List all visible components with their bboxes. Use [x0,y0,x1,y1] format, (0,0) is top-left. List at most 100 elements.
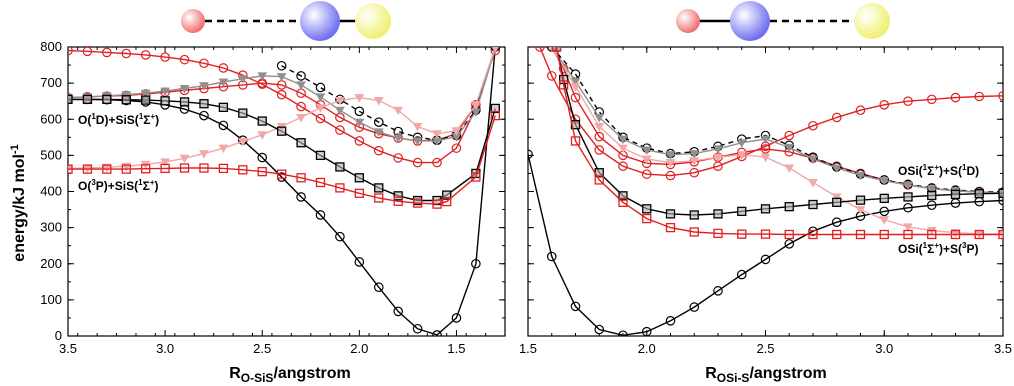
data-point-square [950,229,961,240]
data-point-triangle [808,178,818,188]
data-point-square [832,197,842,207]
data-point-circle [315,82,326,93]
data-point-square [68,94,73,105]
y-tick-label: 100 [40,292,62,307]
data-point-circle [276,89,287,100]
x-tick-label: 3.0 [875,341,893,356]
data-point-triangle [412,137,423,146]
data-point-square [665,209,676,219]
x-tick-label: 2.5 [756,341,774,356]
data-point-triangle [641,146,652,155]
data-point-square [760,229,771,239]
data-point-triangle [140,89,151,99]
data-point-circle [121,48,132,59]
data-point-circle [903,202,913,213]
data-point-square [102,164,112,174]
data-point-circle [335,231,345,242]
data-point-triangle [257,72,268,81]
data-point-circle [276,60,287,71]
data-point-circle [665,170,676,181]
annotation-osi-s3p: OSi(1Σ+)+S(3P) [898,241,978,256]
data-point-square [374,183,384,193]
data-point-circle [451,313,462,323]
data-point-square [808,229,818,240]
data-point-triangle [926,185,937,194]
data-point-circle [393,306,403,317]
x-axis-label-left: RO-SiS/angstrom [229,365,351,385]
data-point-square [102,94,112,105]
data-point-square [490,110,500,121]
data-point-circle [760,254,771,265]
data-point-circle [354,136,365,146]
data-point-circle [68,47,73,56]
data-point-square [832,229,842,240]
data-point-square [927,190,937,201]
y-tick-label: 600 [40,111,62,126]
data-point-circle [974,91,985,102]
annotation-o3p-sis: O(3P)+SiS(1Σ+) [78,178,158,193]
data-point-square [713,228,723,239]
data-point-square [642,204,652,214]
y-tick-label: 800 [40,39,62,54]
data-point-square [121,95,131,105]
y-tick-label: 200 [40,256,62,271]
series-line [68,47,496,336]
data-point-triangle [736,151,747,160]
data-point-triangle [373,128,384,137]
data-point-square [393,196,403,206]
data-point-circle [296,71,306,81]
data-point-triangle [237,138,248,147]
data-point-circle [855,105,866,116]
data-point-square [713,209,723,219]
x-tick-label: 3.5 [994,341,1012,356]
y-tick-label: 300 [40,220,62,235]
data-point-circle [689,167,700,178]
data-point-triangle [218,144,229,154]
data-point-circle [160,52,170,62]
data-point-triangle [784,143,795,153]
data-point-triangle [179,154,190,164]
data-point-circle [528,149,533,160]
data-point-triangle [618,135,628,145]
data-point-square [393,191,403,201]
data-point-square [642,213,652,224]
data-point-triangle [855,206,866,215]
data-point-triangle [760,135,771,145]
data-point-triangle [471,101,481,110]
data-point-square [315,150,326,161]
data-point-circle [373,117,384,127]
x-tick-label: 2.5 [253,341,271,356]
data-point-square [238,165,248,175]
data-point-circle [412,157,423,168]
data-point-triangle [257,131,268,140]
sulfur-atom-icon [854,3,890,39]
data-point-square [82,94,93,105]
data-point-square [68,164,73,174]
data-point-triangle [594,122,605,132]
y-axis-label: energy/kJ mol-1 [9,144,28,261]
data-point-square [998,229,1003,240]
data-point-square [335,162,345,172]
data-point-circle [451,143,462,153]
data-point-triangle [160,87,170,97]
data-point-circle [736,269,747,280]
data-point-triangle [665,159,676,168]
data-point-circle [432,157,442,168]
series-line [528,154,1003,336]
data-point-triangle [665,151,676,160]
data-point-square [296,138,306,148]
data-point-circle [296,192,306,202]
data-point-circle [490,47,501,56]
oxygen-atom-icon [181,9,205,33]
data-point-triangle [393,134,404,144]
data-point-triangle [373,96,384,106]
data-point-square [141,95,151,105]
data-point-square [442,190,452,200]
data-point-square [879,193,889,204]
data-point-circle [689,302,700,312]
data-point-triangle [179,85,190,94]
series-line [68,47,496,170]
data-point-square [179,97,190,107]
x-tick-label: 2.0 [350,341,368,356]
data-point-circle [412,323,423,334]
